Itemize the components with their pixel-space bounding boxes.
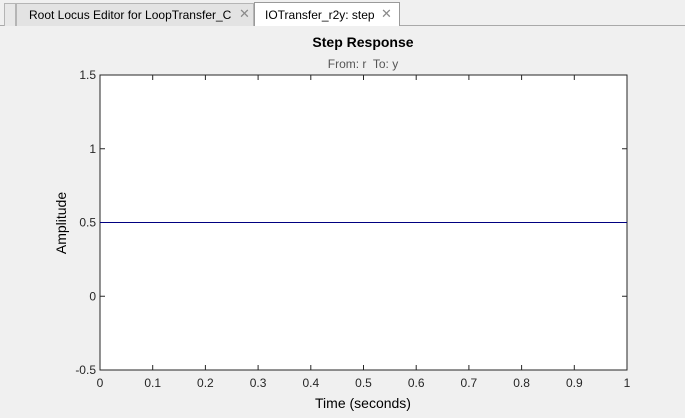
- x-tick-label: 0.4: [302, 376, 319, 390]
- y-axis-label: Amplitude: [53, 192, 69, 254]
- x-tick-label: 0.6: [408, 376, 425, 390]
- y-tick-label: 0.5: [79, 216, 96, 230]
- y-tick-label: 1.5: [79, 68, 96, 82]
- x-tick-label: 1: [624, 376, 631, 390]
- x-tick-label: 0.5: [355, 376, 372, 390]
- tab-root-locus-editor[interactable]: Root Locus Editor for LoopTransfer_C ✕: [16, 3, 254, 26]
- close-icon[interactable]: ✕: [239, 7, 250, 22]
- x-tick-label: 0.7: [461, 376, 478, 390]
- x-axis-label: Time (seconds): [315, 395, 411, 411]
- tab-bar: Root Locus Editor for LoopTransfer_C ✕ I…: [0, 0, 685, 27]
- x-tick-label: 0: [97, 376, 104, 390]
- x-tick-label: 0.2: [197, 376, 214, 390]
- x-tick-label: 0.3: [250, 376, 267, 390]
- plot-area: Step Response From: r To: y 0 0.1 0.2 0.3 0.…: [0, 26, 685, 413]
- x-tick-label: 0.1: [144, 376, 161, 390]
- chart-title: Step Response: [312, 34, 413, 50]
- step-response-chart: Step Response From: r To: y 0 0.1 0.2 0.3 0.…: [53, 34, 631, 411]
- x-tick-label: 0.9: [566, 376, 583, 390]
- tab-label: Root Locus Editor for LoopTransfer_C: [29, 8, 232, 22]
- tab-iotransfer-step[interactable]: IOTransfer_r2y: step ✕: [254, 2, 400, 27]
- x-axis: 0 0.1 0.2 0.3 0.4 0.5 0.6 0.7 0.8 0.9 1: [97, 75, 631, 390]
- close-icon[interactable]: ✕: [381, 7, 392, 22]
- chart-subtitle: From: r To: y: [328, 57, 398, 71]
- y-axis: -0.5 0 0.5 1 1.5: [75, 68, 627, 377]
- tab-label: IOTransfer_r2y: step: [265, 8, 375, 22]
- tab-scroll-stub[interactable]: [4, 3, 16, 26]
- x-tick-label: 0.8: [513, 376, 530, 390]
- y-tick-label: -0.5: [75, 363, 96, 377]
- y-tick-label: 1: [89, 142, 96, 156]
- y-tick-label: 0: [89, 289, 96, 303]
